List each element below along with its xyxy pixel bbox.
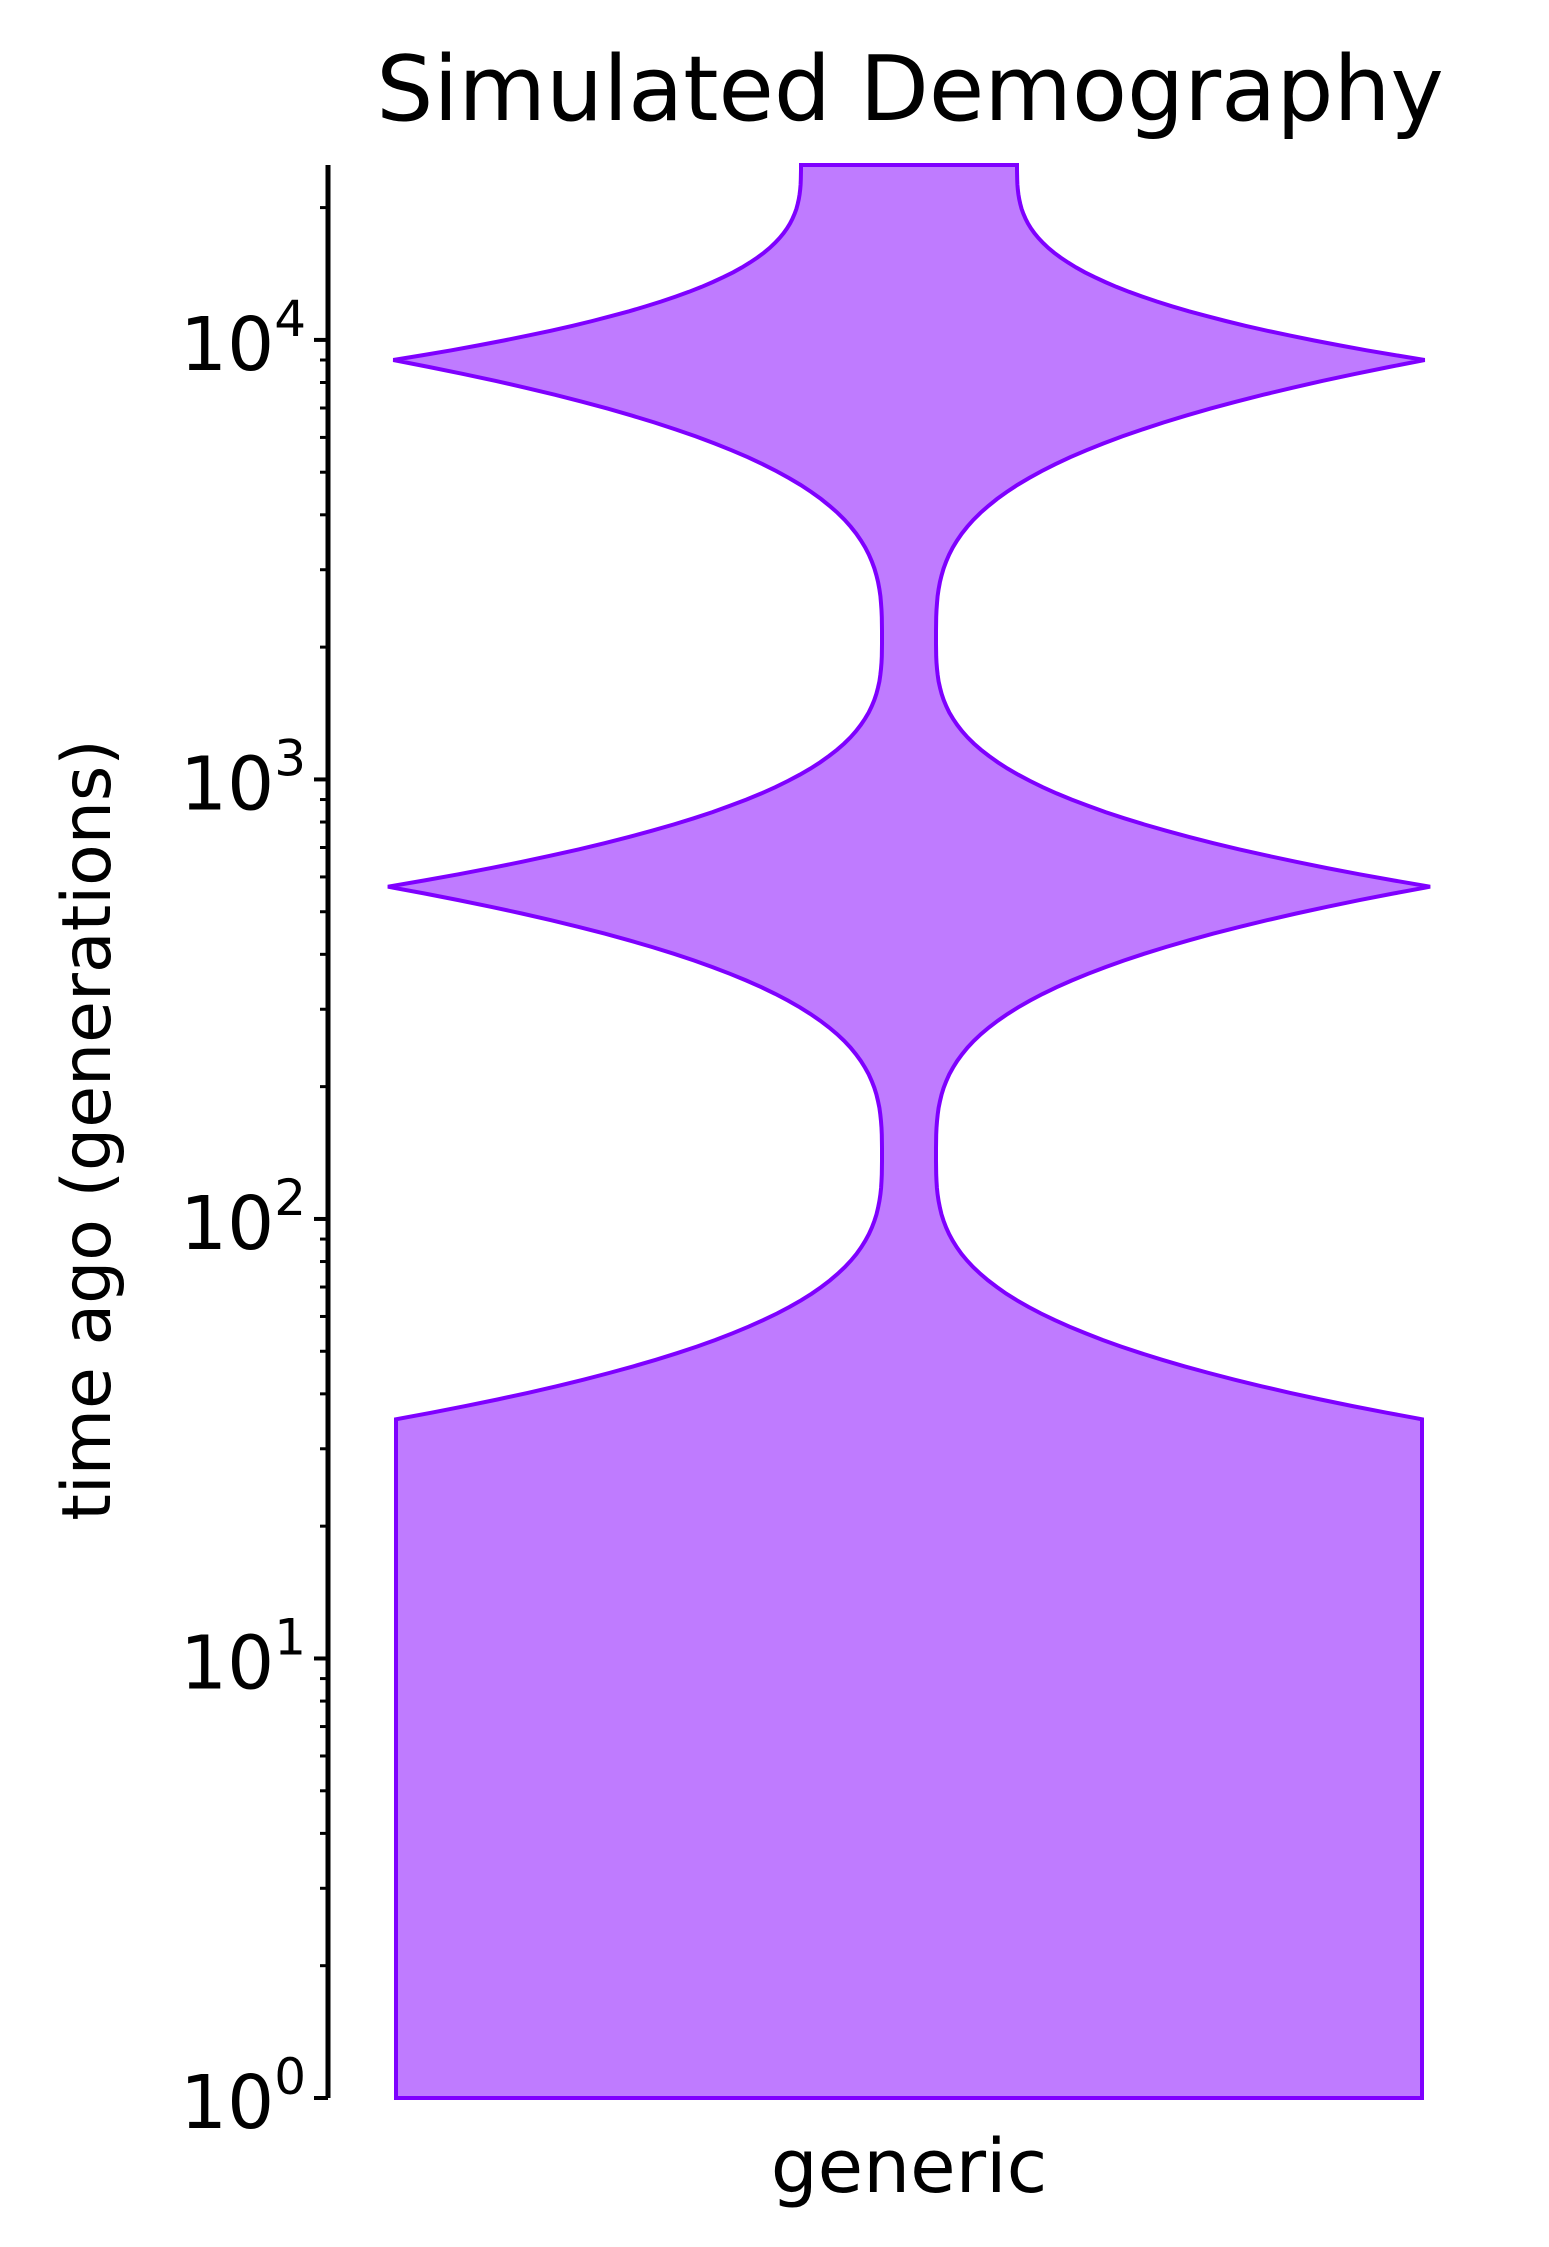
- demography-shape-generic: [387, 163, 1431, 2100]
- chart-title: Simulated Demography: [376, 37, 1444, 142]
- y-axis-label: time ago (generations): [48, 739, 127, 1521]
- y-tick-label: 100: [180, 2048, 306, 2146]
- y-tick-label: 104: [180, 290, 306, 388]
- y-axis-ticks: 100 101 102 103 104: [180, 206, 328, 2146]
- y-tick-label: 102: [180, 1169, 306, 1267]
- x-tick-label: generic: [771, 2124, 1048, 2210]
- x-axis-ticks: generic: [771, 2124, 1048, 2210]
- y-tick-label: 103: [180, 729, 306, 827]
- y-tick-label: 101: [180, 1608, 306, 1706]
- plot-area: [387, 163, 1431, 2100]
